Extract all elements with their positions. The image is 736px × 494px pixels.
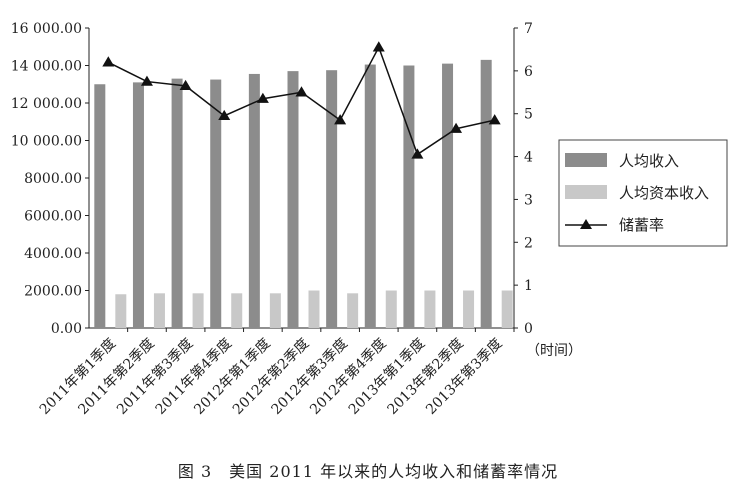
savings-rate-point (372, 41, 385, 52)
bar-per-capita-income (287, 71, 299, 328)
bar-per-capita-capital-income (153, 293, 165, 328)
savings-rate-point (102, 56, 115, 67)
x-axis-label: （时间） (526, 343, 582, 359)
y-right-tick-label: 7 (524, 21, 533, 37)
y-left-tick-label: 2000.00 (24, 284, 82, 300)
y-right-tick-label: 0 (524, 321, 533, 337)
bar-per-capita-capital-income (347, 293, 359, 328)
line-savings-rate (107, 45, 495, 156)
savings-rate-point (140, 75, 153, 86)
bar-per-capita-capital-income (385, 290, 397, 328)
savings-rate-point (411, 148, 424, 159)
bar-per-capita-income (403, 65, 415, 328)
bar-per-capita-capital-income (308, 290, 320, 328)
y-left-tick-label: 8000.00 (24, 171, 82, 187)
bar-per-capita-income (364, 64, 376, 328)
y-left-tick-label: 4000.00 (24, 246, 82, 262)
y-left-tick-label: 14 000.00 (11, 59, 82, 75)
savings-rate-point (179, 79, 192, 91)
bar-per-capita-income (132, 82, 144, 328)
savings-rate-point (488, 114, 501, 125)
legend-label: 储蓄率 (619, 216, 664, 234)
y-right-tick-label: 4 (524, 150, 533, 166)
y-right-tick-label: 5 (524, 107, 533, 123)
y-right-tick-label: 3 (524, 192, 533, 208)
bar-per-capita-income (326, 70, 338, 328)
bar-per-capita-capital-income (192, 293, 204, 328)
bar-per-capita-capital-income (463, 290, 475, 328)
bar-per-capita-income (171, 78, 183, 328)
bar-per-capita-capital-income (115, 294, 127, 328)
legend-swatch (565, 185, 607, 199)
savings-rate-point (450, 122, 463, 133)
bar-per-capita-capital-income (231, 293, 243, 328)
bar-per-capita-income (480, 59, 492, 328)
bar-per-capita-income (248, 73, 260, 328)
bar-per-capita-capital-income (269, 293, 281, 328)
y-left-tick-label: 10 000.00 (11, 134, 82, 150)
y-left-tick-label: 6000.00 (24, 209, 82, 225)
savings-rate-point (256, 92, 269, 103)
bar-per-capita-capital-income (424, 290, 436, 328)
legend-label: 人均收入 (619, 152, 679, 170)
y-left-tick-label: 0.00 (51, 321, 82, 337)
y-right-tick-label: 2 (524, 235, 533, 251)
bar-per-capita-income (442, 63, 454, 328)
y-right-tick-label: 6 (524, 64, 533, 80)
y-left-tick-label: 16 000.00 (11, 21, 82, 37)
bar-per-capita-income (210, 79, 222, 328)
savings-rate-point (218, 109, 231, 121)
y-right-tick-label: 1 (524, 278, 533, 294)
y-left-tick-label: 12 000.00 (11, 96, 82, 112)
legend-triangle-marker (580, 219, 592, 229)
figure-caption: 图 3 美国 2011 年以来的人均收入和储蓄率情况 (177, 462, 559, 481)
savings-rate-point (334, 114, 347, 125)
legend-swatch (565, 153, 607, 167)
legend-label: 人均资本收入 (619, 184, 709, 202)
savings-rate-point (295, 86, 308, 97)
bar-per-capita-income (94, 84, 106, 328)
bar-per-capita-capital-income (501, 290, 513, 328)
